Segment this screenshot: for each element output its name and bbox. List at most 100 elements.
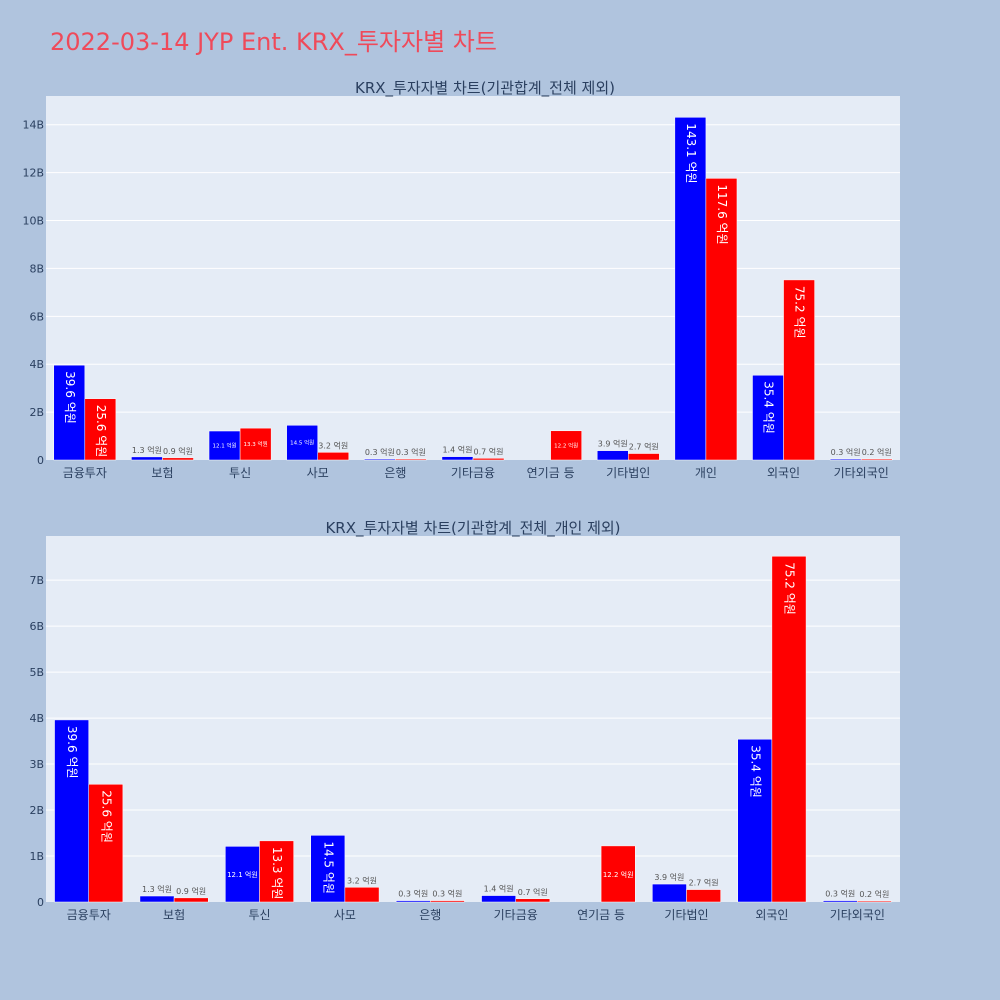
x-tick-label: 개인 xyxy=(695,466,717,480)
data-label: 143.1 억원 xyxy=(684,123,698,183)
bar-sell xyxy=(162,457,194,461)
x-tick-label: 연기금 등 xyxy=(577,908,625,922)
bar-sell xyxy=(686,889,721,903)
bar-buy xyxy=(822,900,858,903)
bar-buy xyxy=(652,883,687,903)
y-tick-label: 12B xyxy=(22,167,44,180)
data-label: 0.2 억원 xyxy=(862,447,892,457)
bar-sell xyxy=(395,458,427,461)
y-tick-label: 8B xyxy=(29,262,44,275)
y-tick-label: 2B xyxy=(29,406,44,419)
y-tick-label: 2B xyxy=(29,804,44,817)
bar-sell xyxy=(317,452,350,461)
x-tick-label: 은행 xyxy=(384,465,406,480)
bar-buy xyxy=(829,458,862,461)
data-label: 35.4 억원 xyxy=(748,745,762,798)
data-label: 0.9 억원 xyxy=(163,446,193,456)
data-label: 3.9 억원 xyxy=(598,439,628,449)
x-tick-label: 금융투자 xyxy=(67,908,111,922)
y-tick-label: 5B xyxy=(29,666,44,679)
data-label: 1.3 억원 xyxy=(132,445,162,455)
data-label: 12.2 억원 xyxy=(603,870,634,879)
x-tick-label: 투신 xyxy=(229,466,251,480)
bar-buy xyxy=(208,430,241,461)
bar-buy xyxy=(395,900,431,903)
x-tick-label: 기타금융 xyxy=(494,908,538,922)
bar-sell xyxy=(259,840,294,903)
data-label: 0.3 억원 xyxy=(398,889,428,899)
data-label: 2.7 억원 xyxy=(629,442,659,452)
data-label: 14.5 억원 xyxy=(321,841,335,894)
data-label: 3.2 억원 xyxy=(347,875,377,885)
bar-sell xyxy=(857,900,892,903)
bar-sell xyxy=(239,427,272,461)
y-tick-label: 0 xyxy=(37,896,44,909)
bar-sell xyxy=(600,845,636,903)
bar-sell xyxy=(550,430,582,461)
data-label: 1.4 억원 xyxy=(484,884,514,894)
y-tick-label: 7B xyxy=(29,574,44,587)
bar-sell xyxy=(705,178,738,461)
bar-sell xyxy=(472,458,505,461)
x-tick-label: 외국인 xyxy=(755,908,788,922)
data-label: 39.6 억원 xyxy=(63,371,77,424)
bar-sell xyxy=(344,887,380,903)
data-label: 25.6 억원 xyxy=(94,405,108,458)
x-tick-label: 사모 xyxy=(334,908,356,922)
data-label: 3.2 억원 xyxy=(318,440,348,450)
bar-sell xyxy=(860,458,893,461)
data-label: 12.2 억원 xyxy=(554,441,578,449)
x-tick-label: 보험 xyxy=(151,466,173,480)
y-tick-label: 14B xyxy=(22,119,44,132)
data-label: 14.5 억원 xyxy=(290,439,314,447)
bar-buy xyxy=(310,835,346,903)
data-label: 39.6 억원 xyxy=(65,726,79,779)
x-tick-label: 기타법인 xyxy=(606,466,650,480)
x-tick-label: 투신 xyxy=(248,908,270,922)
data-label: 0.7 억원 xyxy=(474,446,504,456)
chart-title: KRX_투자자별 차트(기관합계_전체_개인 제외) xyxy=(325,519,620,538)
bar-buy xyxy=(441,456,474,461)
y-tick-label: 3B xyxy=(29,758,44,771)
x-tick-label: 사모 xyxy=(307,466,329,480)
y-tick-label: 1B xyxy=(29,850,44,863)
data-label: 0.3 억원 xyxy=(432,889,462,899)
bar-buy xyxy=(481,895,516,903)
y-tick-label: 10B xyxy=(22,215,44,228)
bar-sell xyxy=(88,784,124,903)
bar-sell xyxy=(173,897,209,903)
bar-buy xyxy=(737,738,773,903)
bar-buy xyxy=(364,458,396,461)
data-label: 35.4 억원 xyxy=(762,381,776,434)
y-tick-label: 6B xyxy=(29,310,44,323)
x-tick-label: 보험 xyxy=(163,908,185,922)
bar-sell xyxy=(783,279,815,461)
y-tick-label: 4B xyxy=(29,358,44,371)
y-tick-label: 6B xyxy=(29,620,44,633)
bar-buy xyxy=(596,450,629,461)
data-label: 0.7 억원 xyxy=(518,887,548,897)
data-label: 2.7 억원 xyxy=(689,878,719,888)
data-label: 3.9 억원 xyxy=(654,872,684,882)
bar-buy xyxy=(131,456,163,461)
bar-buy xyxy=(139,895,175,903)
bar-buy xyxy=(674,117,707,461)
bar-buy xyxy=(752,374,784,461)
page-title: 2022-03-14 JYP Ent. KRX_투자자별 차트 xyxy=(50,28,497,56)
data-label: 75.2 억원 xyxy=(782,562,796,615)
chart-bottom: KRX_투자자별 차트(기관합계_전체_개인 제외) 0 1B 2B 3B 4B 5B 6B 7… xyxy=(29,519,900,922)
bar-sell xyxy=(430,900,465,903)
data-label: 12.1 억원 xyxy=(213,442,237,450)
data-label: 0.2 억원 xyxy=(859,889,889,899)
bar-buy xyxy=(225,846,260,903)
bar-sell xyxy=(771,555,807,903)
data-label: 13.3 억원 xyxy=(244,440,268,448)
bar-sell xyxy=(84,398,117,461)
x-tick-label: 금융투자 xyxy=(63,466,107,480)
bar-sell xyxy=(628,453,660,461)
chart-top: KRX_투자자별 차트(기관합계_전체 제외) 0 2B 4B 6B 8B 10B 12B 14… xyxy=(22,79,900,480)
bar-buy xyxy=(54,719,89,903)
bar-buy xyxy=(286,425,318,461)
x-tick-label: 외국인 xyxy=(767,466,800,480)
chart-title: KRX_투자자별 차트(기관합계_전체 제외) xyxy=(355,79,615,98)
